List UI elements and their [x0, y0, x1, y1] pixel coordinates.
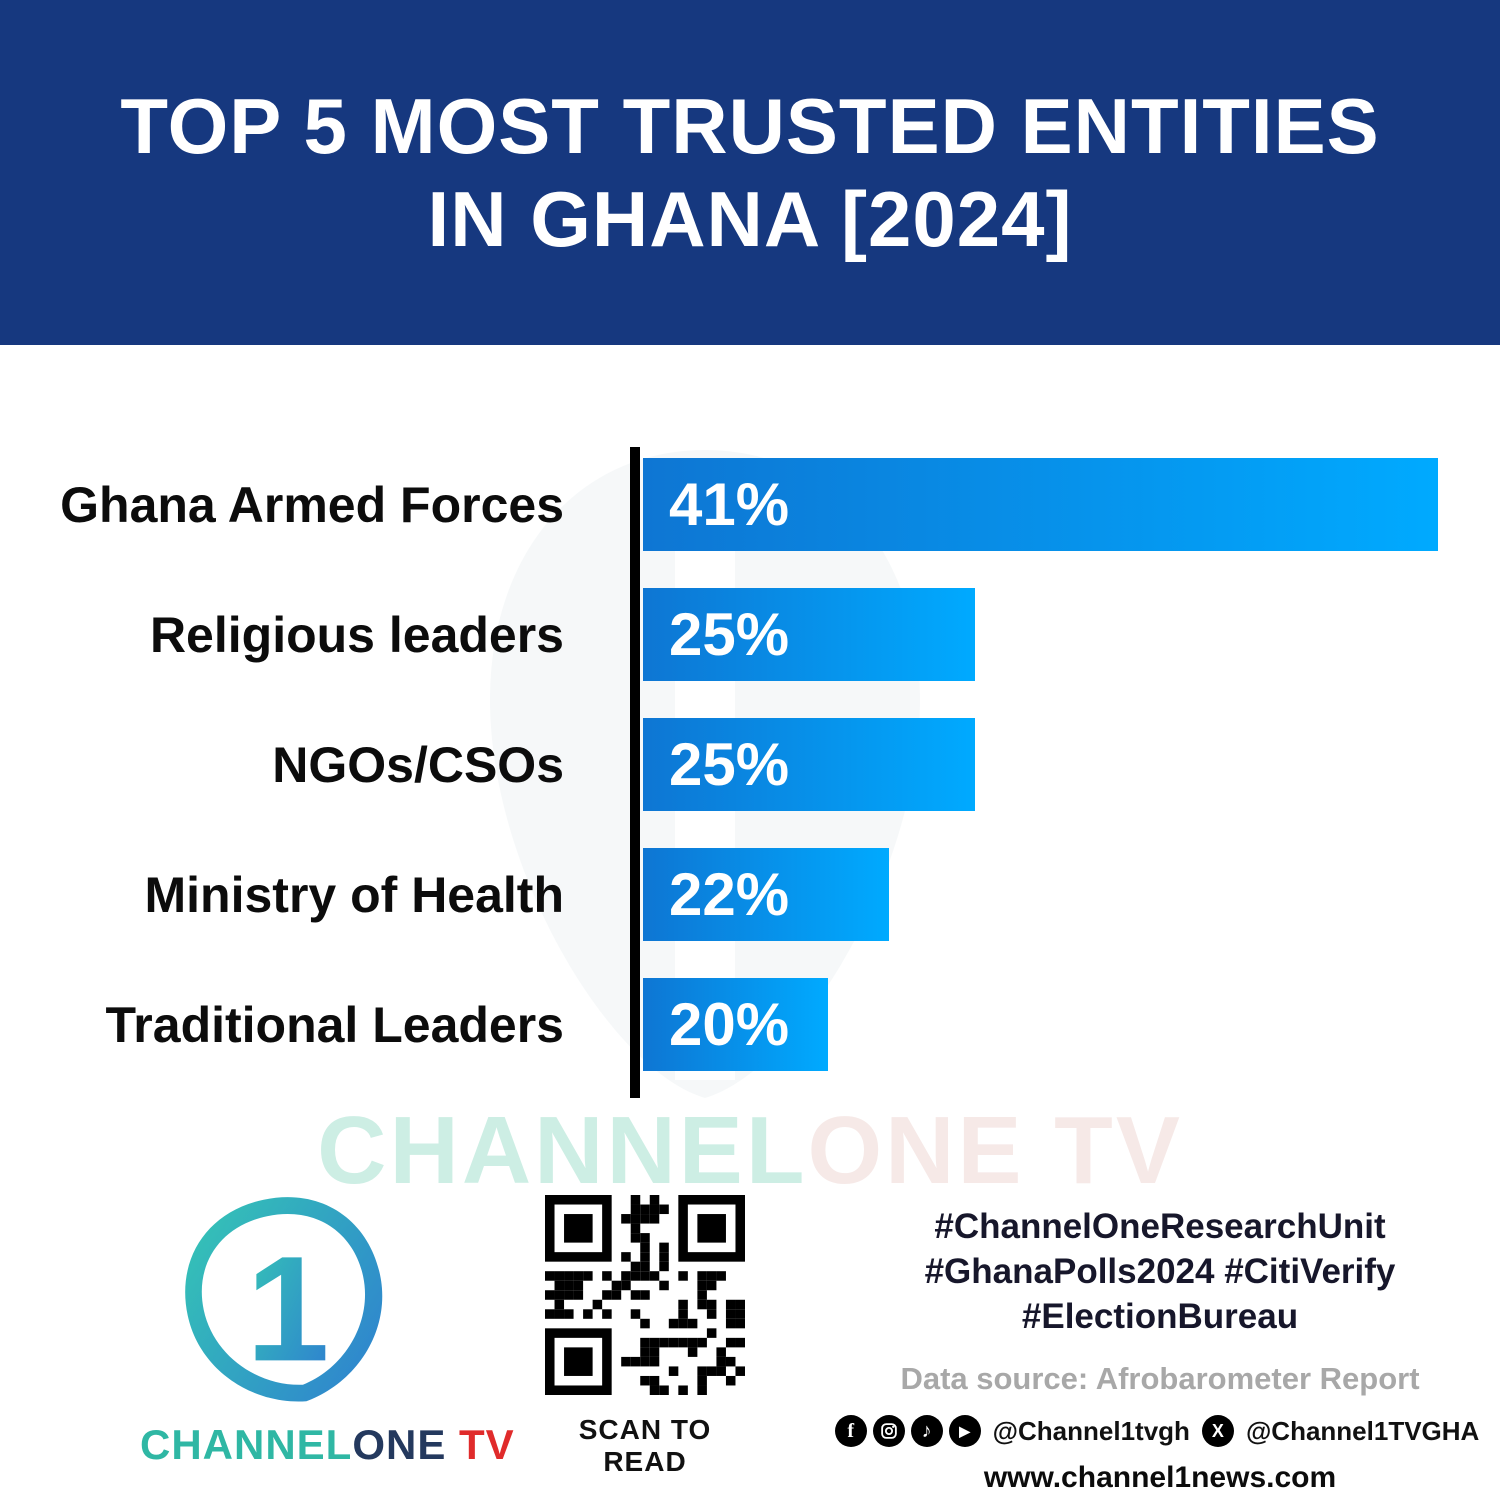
header-banner: TOP 5 MOST TRUSTED ENTITIES IN GHANA [20… — [0, 0, 1500, 345]
chart-row: Religious leaders 25% — [0, 588, 1500, 681]
page-title-line2: IN GHANA [2024] — [427, 174, 1073, 263]
hashtag-line2: #GhanaPolls2024 #CitiVerify — [924, 1251, 1396, 1291]
category-label: Traditional Leaders — [105, 996, 564, 1053]
category-label: Ghana Armed Forces — [60, 476, 564, 533]
bar-chart: Ghana Armed Forces 41% Religious leaders… — [0, 458, 1500, 1108]
bar-track: 20% — [643, 978, 1463, 1071]
bar-ghana-armed-forces: 41% — [643, 458, 1439, 551]
bar-ngos-csos: 25% — [643, 718, 976, 811]
bar-track: 25% — [643, 588, 1463, 681]
logo-number: 1 — [246, 1224, 329, 1392]
data-source-label: Data source: Afrobarometer Report — [900, 1361, 1420, 1397]
bar-track: 22% — [643, 848, 1463, 941]
chart-row: Traditional Leaders 20% — [0, 978, 1500, 1071]
bar-religious-leaders: 25% — [643, 588, 976, 681]
wordmark-channel: CHANNEL — [140, 1421, 353, 1468]
page-title-line1: TOP 5 MOST TRUSTED ENTITIES — [120, 82, 1380, 171]
social-handle-2: @Channel1TVGHA — [1245, 1415, 1480, 1446]
category-label: Religious leaders — [149, 606, 564, 663]
bar-track: 41% — [643, 458, 1463, 551]
hashtag-line3: #ElectionBureau — [1021, 1296, 1299, 1336]
value-label: 25% — [669, 601, 790, 668]
chart-axis — [630, 447, 640, 1098]
x-icon: X — [1201, 1415, 1234, 1448]
tiktok-icon: ♪ — [910, 1415, 943, 1448]
wordmark-one: ONE — [352, 1421, 447, 1468]
qr-block: SCAN TO READ — [545, 1195, 745, 1478]
value-label: 20% — [669, 991, 790, 1058]
channel-one-wordmark: CHANNELONE TV — [140, 1421, 514, 1469]
social-row: f ♪ ▶ @Channel1tvgh X @Channel1TVGHA — [834, 1415, 1479, 1448]
chart-row: NGOs/CSOs 25% — [0, 718, 1500, 811]
qr-code — [545, 1195, 745, 1395]
hashtag-line1: #ChannelOneResearchUnit — [934, 1207, 1386, 1246]
bar-ministry-of-health: 22% — [643, 848, 889, 941]
bar-track: 25% — [643, 718, 1463, 811]
channel-one-logo: 1 — [185, 1197, 383, 1402]
social-handle-1: @Channel1tvgh — [992, 1415, 1190, 1446]
instagram-icon — [872, 1415, 905, 1448]
value-label: 41% — [669, 471, 790, 538]
channel-one-logo-block: 1 CHANNELONE TV — [140, 1190, 514, 1469]
category-label: Ministry of Health — [144, 866, 564, 923]
hashtags: #ChannelOneResearchUnit #GhanaPolls2024 … — [880, 1205, 1440, 1339]
website-url: www.channel1news.com — [983, 1461, 1337, 1495]
value-label: 25% — [669, 731, 790, 798]
page-title: TOP 5 MOST TRUSTED ENTITIES IN GHANA [20… — [120, 80, 1379, 264]
chart-row: Ministry of Health 22% — [0, 848, 1500, 941]
facebook-icon: f — [834, 1415, 867, 1448]
footer: 1 CHANNELONE TV SCAN TO READ #ChannelOne… — [0, 1180, 1500, 1500]
footer-info-block: #ChannelOneResearchUnit #GhanaPolls2024 … — [834, 1205, 1479, 1495]
value-label: 22% — [669, 861, 790, 928]
youtube-icon: ▶ — [948, 1415, 981, 1448]
bar-traditional-leaders: 20% — [643, 978, 828, 1071]
wordmark-tv: TV — [446, 1421, 515, 1468]
chart-row: Ghana Armed Forces 41% — [0, 458, 1500, 551]
qr-caption: SCAN TO READ — [578, 1414, 712, 1477]
category-label: NGOs/CSOs — [272, 736, 564, 793]
